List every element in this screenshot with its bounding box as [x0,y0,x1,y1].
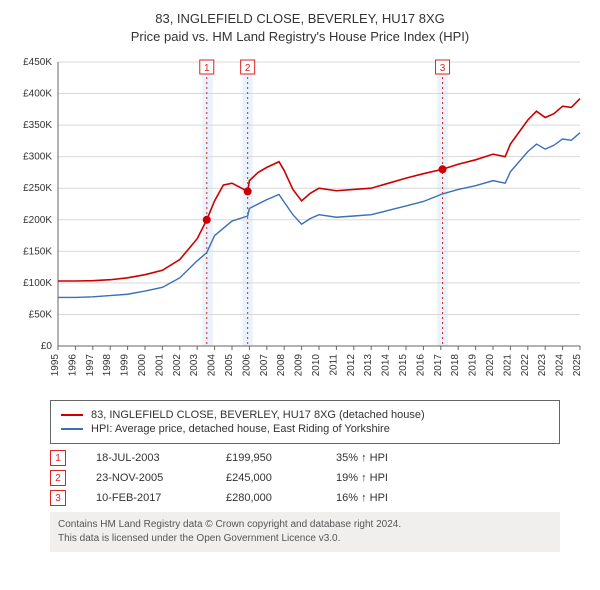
legend-label: HPI: Average price, detached house, East… [91,423,390,435]
x-tick-label: 1996 [67,354,78,377]
y-tick-label: £450K [23,57,52,68]
legend-row: 83, INGLEFIELD CLOSE, BEVERLEY, HU17 8XG… [61,409,549,421]
sale-point [439,166,447,174]
sale-date: 18-JUL-2003 [96,452,196,464]
x-tick-label: 2018 [450,354,461,377]
sales-table: 1 18-JUL-2003 £199,950 35% ↑ HPI 2 23-NOV-200… [50,450,560,506]
title-block: 83, INGLEFIELD CLOSE, BEVERLEY, HU17 8XG… [10,10,590,46]
x-tick-label: 2010 [311,354,322,377]
y-tick-label: £100K [23,278,52,289]
legend-label: 83, INGLEFIELD CLOSE, BEVERLEY, HU17 8XG… [91,409,425,421]
x-tick-label: 2019 [468,354,479,377]
x-tick-label: 2015 [398,354,409,377]
x-tick-label: 1995 [50,354,61,377]
x-tick-label: 2002 [172,354,183,377]
x-tick-label: 2025 [572,354,583,377]
x-tick-label: 2000 [137,354,148,377]
x-tick-label: 2023 [537,354,548,377]
x-tick-label: 2020 [485,354,496,377]
x-tick-label: 2022 [520,354,531,377]
series-property [58,99,580,281]
x-tick-label: 2009 [294,354,305,377]
sale-point [244,188,252,196]
x-tick-label: 1999 [120,354,131,377]
x-tick-label: 2005 [224,354,235,377]
title-line-1: 83, INGLEFIELD CLOSE, BEVERLEY, HU17 8XG [10,10,590,28]
chart-container: £0 £50K £100K £150K £200K £250K £300K £350K £400… [10,54,590,394]
sale-marker-num: 2 [245,63,251,74]
x-tick-label: 2011 [328,354,339,376]
y-tick-label: £400K [23,89,52,100]
legend-row: HPI: Average price, detached house, East… [61,423,549,435]
x-tick-label: 2006 [241,354,252,377]
series-hpi [58,133,580,298]
legend-swatch [61,428,83,430]
sale-row: 2 23-NOV-2005 £245,000 19% ↑ HPI [50,470,560,486]
footer-line-2: This data is licensed under the Open Gov… [58,532,552,546]
x-tick-label: 2024 [555,354,566,377]
x-tick-label: 2007 [259,354,270,377]
sale-marker-num: 1 [204,63,210,74]
y-tick-label: £50K [29,310,53,321]
y-tick-label: £150K [23,247,52,258]
x-tick-label: 2016 [415,354,426,377]
sale-row-marker: 3 [50,490,66,506]
sale-price: £199,950 [226,452,306,464]
y-tick-label: £200K [23,215,52,226]
x-tick-label: 2017 [433,354,444,377]
sale-date: 23-NOV-2005 [96,472,196,484]
sale-date: 10-FEB-2017 [96,492,196,504]
y-tick-label: £300K [23,152,52,163]
sale-marker-num: 3 [440,63,446,74]
title-line-2: Price paid vs. HM Land Registry's House … [10,28,590,46]
y-tick-label: £0 [41,341,53,352]
x-tick-label: 2004 [207,354,218,377]
x-tick-label: 2001 [154,354,165,377]
sale-price: £245,000 [226,472,306,484]
y-tick-label: £350K [23,120,52,131]
x-tick-label: 2014 [381,354,392,377]
price-chart: £0 £50K £100K £150K £200K £250K £300K £350K £400… [10,54,590,394]
sale-pct: 16% ↑ HPI [336,492,416,504]
y-tick-label: £250K [23,184,52,195]
sale-pct: 19% ↑ HPI [336,472,416,484]
x-tick-label: 2012 [346,354,357,377]
legend: 83, INGLEFIELD CLOSE, BEVERLEY, HU17 8XG… [50,400,560,444]
footer-line-1: Contains HM Land Registry data © Crown c… [58,518,552,532]
sale-row: 3 10-FEB-2017 £280,000 16% ↑ HPI [50,490,560,506]
sale-point [203,216,211,224]
sale-price: £280,000 [226,492,306,504]
x-tick-label: 2008 [276,354,287,377]
x-tick-label: 1998 [102,354,113,377]
x-tick-label: 2003 [189,354,200,377]
sale-band [202,62,212,346]
x-tick-label: 2013 [363,354,374,377]
sale-row-marker: 1 [50,450,66,466]
footer-note: Contains HM Land Registry data © Crown c… [50,512,560,552]
sale-row: 1 18-JUL-2003 £199,950 35% ↑ HPI [50,450,560,466]
legend-swatch [61,414,83,416]
x-tick-label: 2021 [502,354,513,377]
x-tick-label: 1997 [85,354,96,377]
sale-pct: 35% ↑ HPI [336,452,416,464]
sale-row-marker: 2 [50,470,66,486]
